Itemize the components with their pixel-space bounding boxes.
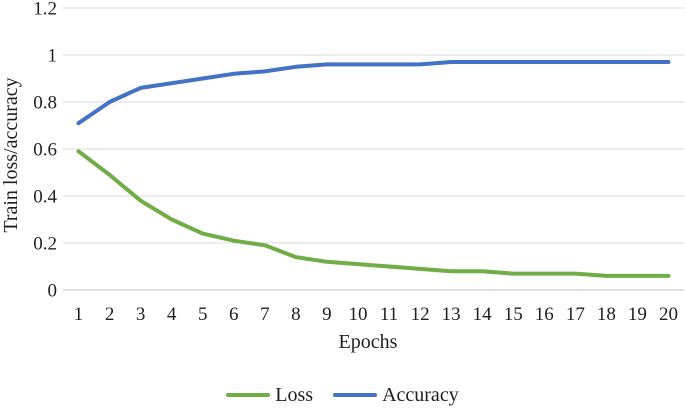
y-axis-tick-label: 0 <box>48 281 58 302</box>
x-axis-tick-label: 8 <box>291 304 301 325</box>
x-axis-tick-label: 11 <box>380 304 398 325</box>
x-axis-tick-label: 19 <box>628 304 647 325</box>
y-axis-tick-label: 1.2 <box>33 0 57 20</box>
x-axis-tick-label: 18 <box>597 304 616 325</box>
x-axis-tick-label: 15 <box>504 304 523 325</box>
y-axis-tick-label: 0.4 <box>33 187 57 208</box>
legend-item-loss: Loss <box>226 383 313 407</box>
accuracy-line <box>76 60 671 126</box>
x-axis-tick-label: 17 <box>566 304 585 325</box>
x-axis-tick-label: 9 <box>322 304 332 325</box>
legend-item-accuracy: Accuracy <box>333 383 459 407</box>
x-axis-tick-label: 14 <box>473 304 493 325</box>
legend-swatch-accuracy <box>333 393 378 397</box>
x-axis-tick-label: 12 <box>411 304 430 325</box>
loss-line <box>76 149 671 278</box>
x-axis-tick-label: 1 <box>74 304 84 325</box>
y-axis-tick-label: 0.8 <box>33 93 57 114</box>
legend: Loss Accuracy <box>0 383 685 407</box>
y-axis-tick-label: 1 <box>48 46 58 67</box>
x-axis-tick-label: 10 <box>348 304 367 325</box>
x-axis-tick-label: 20 <box>659 304 678 325</box>
legend-label-loss: Loss <box>275 384 314 406</box>
legend-swatch-loss <box>226 393 271 397</box>
x-axis-tick-label: 6 <box>229 304 239 325</box>
x-axis-tick-label: 2 <box>105 304 115 325</box>
y-axis-tick-label: 0.6 <box>33 140 57 161</box>
x-axis-tick-label: 4 <box>167 304 177 325</box>
x-axis-title: Epochs <box>338 331 398 353</box>
y-axis-tick-label: 0.2 <box>33 234 57 255</box>
x-axis-tick-label: 13 <box>442 304 461 325</box>
x-axis-tick-label: 16 <box>535 304 554 325</box>
y-axis-title: Train loss/accuracy <box>0 77 22 233</box>
legend-label-accuracy: Accuracy <box>382 384 459 406</box>
x-axis-tick-label: 5 <box>198 304 208 325</box>
x-axis-tick-label: 7 <box>260 304 270 325</box>
x-axis-tick-label: 3 <box>136 304 146 325</box>
